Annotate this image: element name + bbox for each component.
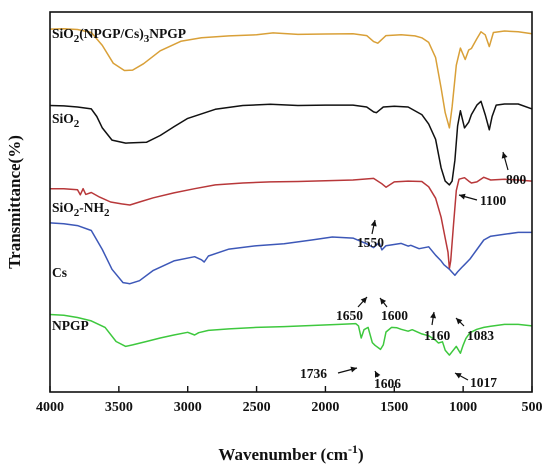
series-line-0 <box>49 27 533 129</box>
series-line-3 <box>49 222 532 285</box>
annotation-layer: 800 1100 1550 1650 1600 1160 1083 1736 1606 1017 <box>300 151 527 391</box>
x-tick-label: 3500 <box>105 400 133 415</box>
annotation-label-2: 1550 <box>357 235 384 250</box>
x-axis-title-main: Wavenumber (cm <box>218 445 348 464</box>
annotation-arrowhead-6 <box>456 318 463 325</box>
series-label-4: NPGP <box>52 318 89 333</box>
series-label-part: (NPGP/Cs) <box>79 26 144 41</box>
annotation-label-7: 1736 <box>300 366 327 381</box>
series-layer <box>49 27 533 356</box>
series-label-part: 2 <box>74 207 80 219</box>
series-line-4 <box>49 313 533 356</box>
series-label-part: Cs <box>52 265 67 280</box>
series-label-0: SiO2(NPGP/Cs)3NPGP <box>52 26 186 45</box>
series-label-part: -NH <box>79 200 104 215</box>
series-label-part: SiO <box>52 111 74 126</box>
annotation-label-9: 1017 <box>470 375 497 390</box>
series-label-part: NPGP <box>149 26 186 41</box>
series-label-part: 2 <box>104 207 110 219</box>
series-label-part: 2 <box>74 118 80 130</box>
series-line-1 <box>49 100 533 186</box>
x-axis-title-sup: -1 <box>348 442 358 456</box>
series-line-2 <box>50 176 533 270</box>
series-label-part: 2 <box>74 33 80 45</box>
annotation-label-4: 1600 <box>381 308 408 323</box>
annotation-arrowhead-0 <box>501 152 508 159</box>
series-label-part: SiO <box>52 26 74 41</box>
annotation-arrowhead-3 <box>360 297 367 304</box>
annotation-label-3: 1650 <box>336 308 363 323</box>
annotation-arrowhead-1 <box>459 193 466 200</box>
x-tick-label: 4000 <box>36 400 64 415</box>
x-tick-label: 3000 <box>174 400 202 415</box>
series-label-3: Cs <box>52 265 67 280</box>
series-label-2: SiO2-NH2 <box>52 200 110 219</box>
x-tick-label: 1000 <box>449 400 477 415</box>
x-tick-label: 2500 <box>243 400 271 415</box>
plot-frame <box>49 11 533 393</box>
annotation-arrowhead-4 <box>380 298 387 305</box>
annotation-label-8: 1606 <box>374 376 401 391</box>
annotation-label-1: 1100 <box>480 193 507 208</box>
x-axis-title: Wavenumber (cm-1) <box>218 442 363 464</box>
x-axis-title-close: ) <box>358 445 364 464</box>
y-axis-title: Transmittance(%) <box>5 135 24 269</box>
annotation-label-0: 800 <box>506 172 527 187</box>
series-label-part: SiO <box>52 200 74 215</box>
x-tick-label: 500 <box>522 400 543 415</box>
annotation-arrowhead-9 <box>455 373 462 379</box>
x-tick-label: 2000 <box>311 400 339 415</box>
annotation-label-6: 1083 <box>467 328 494 343</box>
annotation-label-5: 1160 <box>424 328 451 343</box>
annotation-arrowhead-2 <box>370 220 377 227</box>
x-tick-layer: 4000 3500 3000 2500 2000 1500 1000 500 <box>36 386 543 415</box>
series-label-part: NPGP <box>52 318 89 333</box>
series-label-1: SiO2 <box>52 111 80 130</box>
series-label-part: 3 <box>144 33 150 45</box>
annotation-arrowhead-5 <box>430 312 437 319</box>
x-tick-label: 1500 <box>380 400 408 415</box>
annotation-arrowhead-8 <box>375 371 381 378</box>
annotation-arrowhead-7 <box>350 366 357 373</box>
